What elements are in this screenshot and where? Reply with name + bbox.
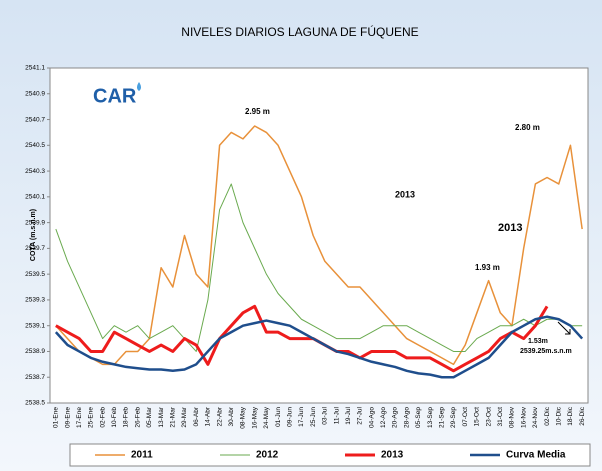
x-tick-label: 23-Oct	[485, 407, 492, 427]
x-tick-label: 06-Abr	[193, 406, 200, 426]
x-tick-label: 10-Dic	[555, 406, 562, 426]
x-tick-label: 16-Nov	[520, 406, 527, 428]
x-tick-label: 19-Jul	[345, 406, 352, 424]
legend-label: Curva Media	[506, 450, 566, 461]
y-tick-label: 2540.5	[25, 142, 45, 149]
x-tick-label: 27-Jul	[357, 406, 364, 424]
y-tick-label: 2540.9	[25, 90, 45, 97]
x-tick-label: 31-Oct	[497, 407, 504, 427]
x-tick-label: 15-Oct	[474, 407, 481, 427]
x-tick-label: 24-Nov	[532, 406, 539, 428]
annotation: 2.95 m	[245, 107, 270, 116]
x-tick-label: 22-Abr	[216, 406, 223, 426]
y-tick-label: 2539.7	[25, 245, 45, 252]
x-tick-label: 02-Dic	[544, 406, 551, 426]
annotation: 2.80 m	[515, 123, 540, 132]
x-tick-label: 21-Mar	[170, 406, 177, 427]
x-tick-label: 18-Dic	[567, 406, 574, 426]
chart-title: NIVELES DIARIOS LAGUNA DE FÚQUENE	[181, 24, 418, 39]
series-line	[54, 315, 584, 379]
y-tick-label: 2538.9	[25, 348, 45, 355]
x-tick-label: 08-May	[240, 406, 247, 428]
x-tick-label: 11-Jul	[333, 406, 340, 424]
y-tick-label: 2540.7	[25, 116, 45, 123]
x-tick-label: 07-Oct	[462, 407, 469, 427]
x-tick-label: 02-Feb	[99, 407, 106, 428]
legend-label: 2012	[256, 450, 279, 461]
annotation: 2013	[498, 222, 522, 234]
x-tick-label: 20-Ago	[392, 407, 399, 428]
arrow	[557, 321, 571, 335]
y-tick-label: 2539.3	[25, 297, 45, 304]
x-tick-label: 29-Sep	[450, 407, 457, 428]
x-tick-label: 03-Jul	[322, 406, 329, 424]
x-tick-label: 05-Mar	[146, 406, 153, 427]
x-tick-label: 18-Feb	[123, 407, 130, 428]
x-tick-label: 05-Sep	[415, 407, 422, 428]
annotation: 1.53m	[528, 338, 548, 345]
y-tick-label: 2538.5	[25, 400, 45, 407]
y-tick-label: 2541.1	[25, 65, 45, 72]
x-tick-label: 17-Ene	[76, 407, 83, 428]
y-axis-label: COTA (m.s.n.m)	[30, 209, 37, 261]
x-tick-label: 01-Jun	[275, 407, 282, 427]
legend-label: 2013	[381, 450, 404, 461]
x-tick-label: 28-Ago	[403, 407, 410, 428]
x-tick-label: 09-Ene	[64, 407, 71, 428]
x-tick-label: 21-Sep	[439, 407, 446, 428]
x-tick-label: 17-Jun	[298, 407, 305, 427]
x-tick-label: 08-Nov	[509, 406, 516, 428]
legend-label: 2011	[131, 450, 153, 461]
annotation: 2539.25m.s.n.m	[520, 348, 572, 355]
x-tick-label: 13-Sep	[427, 407, 434, 428]
x-tick-label: 25-Jun	[310, 407, 317, 427]
plot-area	[49, 67, 589, 404]
annotation: 1.93 m	[475, 263, 500, 272]
y-tick-label: 2539.5	[25, 271, 45, 278]
x-tick-label: 01-Ene	[53, 407, 60, 428]
logo-drop	[137, 82, 141, 91]
y-tick-label: 2539.1	[25, 322, 45, 329]
x-tick-label: 30-Abr	[228, 406, 235, 426]
x-tick-label: 14-Abr	[205, 406, 212, 426]
x-tick-label: 13-Mar	[158, 406, 165, 427]
series-line	[55, 183, 583, 352]
x-tick-label: 16-May	[251, 406, 258, 428]
x-tick-label: 12-Ago	[380, 407, 387, 428]
annotation: 2013	[395, 189, 415, 199]
logo: CAR	[80, 78, 150, 118]
x-tick-label: 10-Feb	[111, 407, 118, 428]
y-tick-label: 2540.3	[25, 168, 45, 175]
series-line	[55, 125, 583, 366]
x-tick-label: 24-May	[263, 406, 270, 428]
x-tick-label: 26-Dic	[579, 406, 586, 426]
logo-text: CAR	[93, 85, 137, 107]
series-line	[55, 304, 549, 373]
x-tick-label: 25-Ene	[88, 407, 95, 428]
x-tick-label: 09-Jun	[286, 407, 293, 427]
y-tick-label: 2539.9	[25, 219, 45, 226]
x-tick-label: 29-Mar	[181, 406, 188, 427]
legend-box	[69, 443, 591, 467]
y-tick-label: 2540.1	[25, 194, 45, 201]
x-tick-label: 04-Ago	[368, 407, 375, 428]
y-tick-label: 2538.7	[25, 374, 45, 381]
x-tick-label: 26-Feb	[134, 407, 141, 428]
